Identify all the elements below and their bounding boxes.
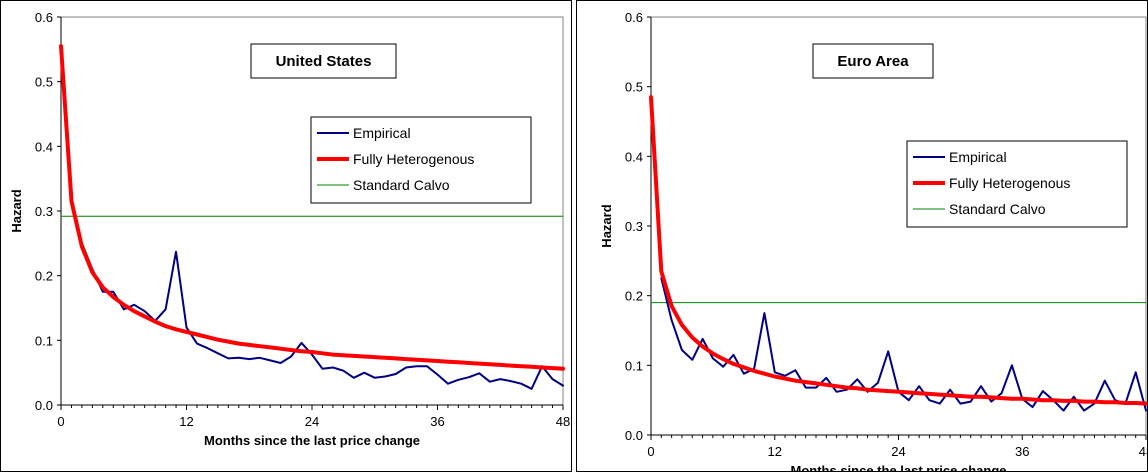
chart-panel-euro-area: 0.0 0.1 0.2 0.3 0.4 0.5 0.6 0 12 24 36 48 Months sin… (576, 0, 1148, 472)
y-tick-label: 0.4 (625, 149, 643, 164)
y-tick-label: 0.2 (625, 289, 643, 304)
series-line-empirical (660, 277, 1147, 412)
chart-united-states: 0.0 0.1 0.2 0.3 0.4 0.5 0.6 0 12 24 36 48 Months sin… (9, 10, 570, 448)
x-tick-label: 0 (57, 414, 64, 429)
y-axis-title: Hazard (599, 204, 614, 247)
series-line-fully-heterogenous (649, 95, 1147, 406)
y-tick-label: 0.3 (35, 204, 53, 219)
y-tick-label: 0.6 (35, 10, 53, 25)
x-axis-title: Months since the last price change (204, 433, 420, 448)
x-tick-label: 0 (647, 444, 654, 459)
x-tick-label: 48 (1139, 444, 1147, 459)
y-tick-label: 0.3 (625, 219, 643, 234)
x-tick-label: 24 (305, 414, 319, 429)
y-tick-label: 0.0 (35, 398, 53, 413)
chart-title-box (250, 43, 397, 79)
legend-label: Fully Heterogenous (949, 175, 1070, 191)
x-axis-title: Months since the last price change (791, 463, 1007, 471)
chart-title-box (812, 43, 934, 79)
y-tick-label: 0.1 (625, 358, 643, 373)
series-line-fully-heterogenous (59, 44, 565, 371)
y-tick-label: 0.5 (625, 80, 643, 95)
chart-title: United States (276, 53, 372, 70)
x-tick-label: 12 (179, 414, 193, 429)
chart-panel-united-states: 0.0 0.1 0.2 0.3 0.4 0.5 0.6 0 12 24 36 48 Months sin… (0, 0, 572, 472)
x-tick-label: 36 (1015, 444, 1029, 459)
legend-label: Standard Calvo (353, 177, 450, 193)
x-tick-label: 12 (768, 444, 782, 459)
x-tick-label: 36 (430, 414, 444, 429)
chart-title: Euro Area (837, 53, 909, 70)
legend-label: Empirical (353, 125, 411, 141)
legend-label: Empirical (949, 149, 1007, 165)
y-tick-label: 0.0 (625, 428, 643, 443)
y-tick-label: 0.4 (35, 139, 53, 154)
y-axis-title: Hazard (9, 189, 24, 232)
y-tick-label: 0.2 (35, 269, 53, 284)
y-tick-label: 0.5 (35, 75, 53, 90)
legend-label: Fully Heterogenous (353, 151, 474, 167)
x-tick-label: 24 (891, 444, 905, 459)
series-line-empirical (70, 203, 564, 390)
chart-euro-area: 0.0 0.1 0.2 0.3 0.4 0.5 0.6 0 12 24 36 48 Months sin… (599, 10, 1147, 471)
x-tick-label: 48 (556, 414, 570, 429)
y-tick-label: 0.6 (625, 10, 643, 25)
legend-label: Standard Calvo (949, 201, 1046, 217)
y-tick-label: 0.1 (35, 333, 53, 348)
